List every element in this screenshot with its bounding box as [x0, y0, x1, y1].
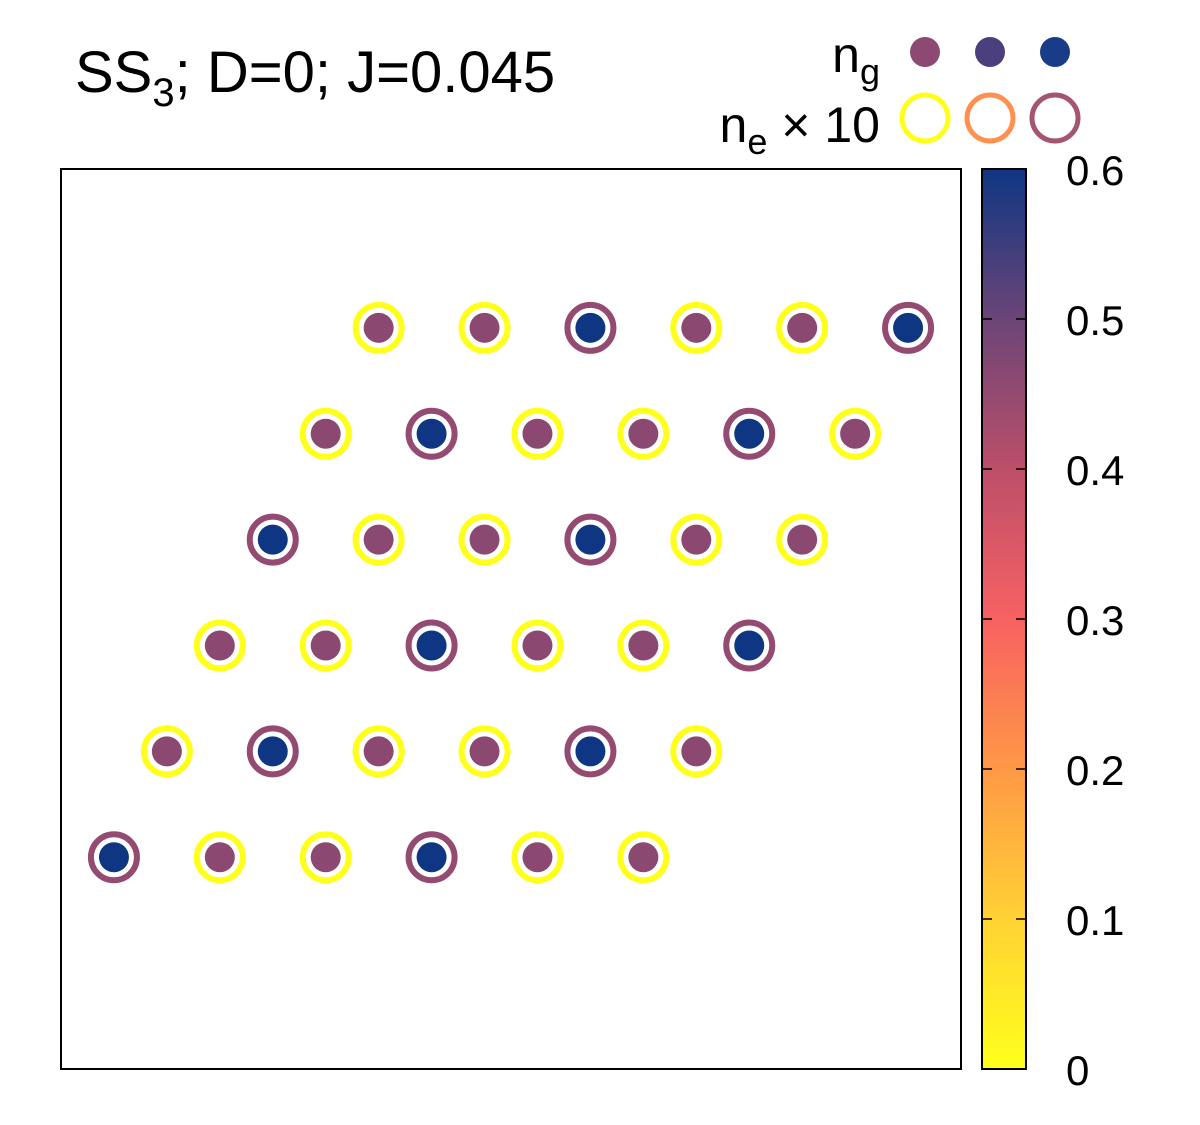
title-rest: ; D=0; J=0.045 [175, 40, 555, 105]
ng-dot [628, 842, 659, 873]
ng-dot [363, 312, 394, 343]
ng-dot [151, 736, 182, 767]
ng-dot [628, 418, 659, 449]
legend-ng-dot [975, 37, 1005, 67]
legend-ne-label: ne × 10 [720, 97, 880, 162]
legend-ne-ring [964, 92, 1016, 144]
ng-dot [257, 736, 288, 767]
legend-ne-ring [1029, 92, 1081, 144]
ng-dot [575, 524, 606, 555]
colorbar-tick-label: 0.6 [1066, 147, 1124, 194]
legend-ng-sub: g [860, 51, 880, 92]
colorbar-tick-label: 0.5 [1066, 297, 1124, 344]
ng-dot [469, 312, 500, 343]
colorbar-tick-label: 0.3 [1066, 597, 1124, 644]
ng-dot [204, 630, 235, 661]
legend-ne-n: n [720, 97, 748, 153]
legend: ng ne × 10 [720, 27, 1081, 162]
legend-ng-dot [1040, 37, 1070, 67]
ng-dot [893, 312, 924, 343]
ng-dot [469, 524, 500, 555]
ng-dot [363, 736, 394, 767]
plot-frame [60, 168, 962, 1070]
ng-dot [257, 524, 288, 555]
ng-dot [787, 312, 818, 343]
ng-dot [98, 842, 129, 873]
ng-dot [628, 630, 659, 661]
ng-dot [734, 418, 765, 449]
legend-ng-n: n [832, 27, 860, 83]
colorbar-tick-label: 0.4 [1066, 447, 1124, 494]
ng-dot [681, 524, 712, 555]
ng-dot [363, 524, 394, 555]
ng-dot [310, 418, 341, 449]
ng-dot [681, 736, 712, 767]
colorbar-tick-label: 0.1 [1066, 897, 1124, 944]
ng-dot [416, 630, 447, 661]
ng-dot [840, 418, 871, 449]
ng-dot [469, 736, 500, 767]
ng-dot [310, 842, 341, 873]
ng-dot [310, 630, 341, 661]
legend-ne-marks [899, 92, 1081, 144]
ng-dot [681, 312, 712, 343]
chart-title: SS3; D=0; J=0.045 [75, 40, 555, 115]
lattice-sites [87, 301, 935, 884]
ng-dot [787, 524, 818, 555]
ng-dot [416, 842, 447, 873]
legend-ne-ring [899, 92, 951, 144]
ng-dot [734, 630, 765, 661]
title-subscript: 3 [152, 71, 174, 115]
ng-dot [575, 736, 606, 767]
title-main: SS [75, 40, 152, 105]
legend-ne-suffix: × 10 [767, 97, 880, 153]
colorbar-tick-label: 0.2 [1066, 747, 1124, 794]
legend-ng-dot [910, 37, 940, 67]
colorbar-ticks: 0 0.1 0.2 0.3 0.4 0.5 0.6 [982, 147, 1124, 1094]
ng-dot [522, 418, 553, 449]
legend-ng-label: ng [832, 27, 880, 92]
colorbar-tick-label: 0 [1066, 1047, 1089, 1094]
ng-dot [522, 842, 553, 873]
ng-dot [522, 630, 553, 661]
legend-ne-sub: e [747, 121, 767, 162]
ng-dot [575, 312, 606, 343]
ng-dot [416, 418, 447, 449]
ng-dot [204, 842, 235, 873]
legend-ng-marks [910, 37, 1070, 67]
